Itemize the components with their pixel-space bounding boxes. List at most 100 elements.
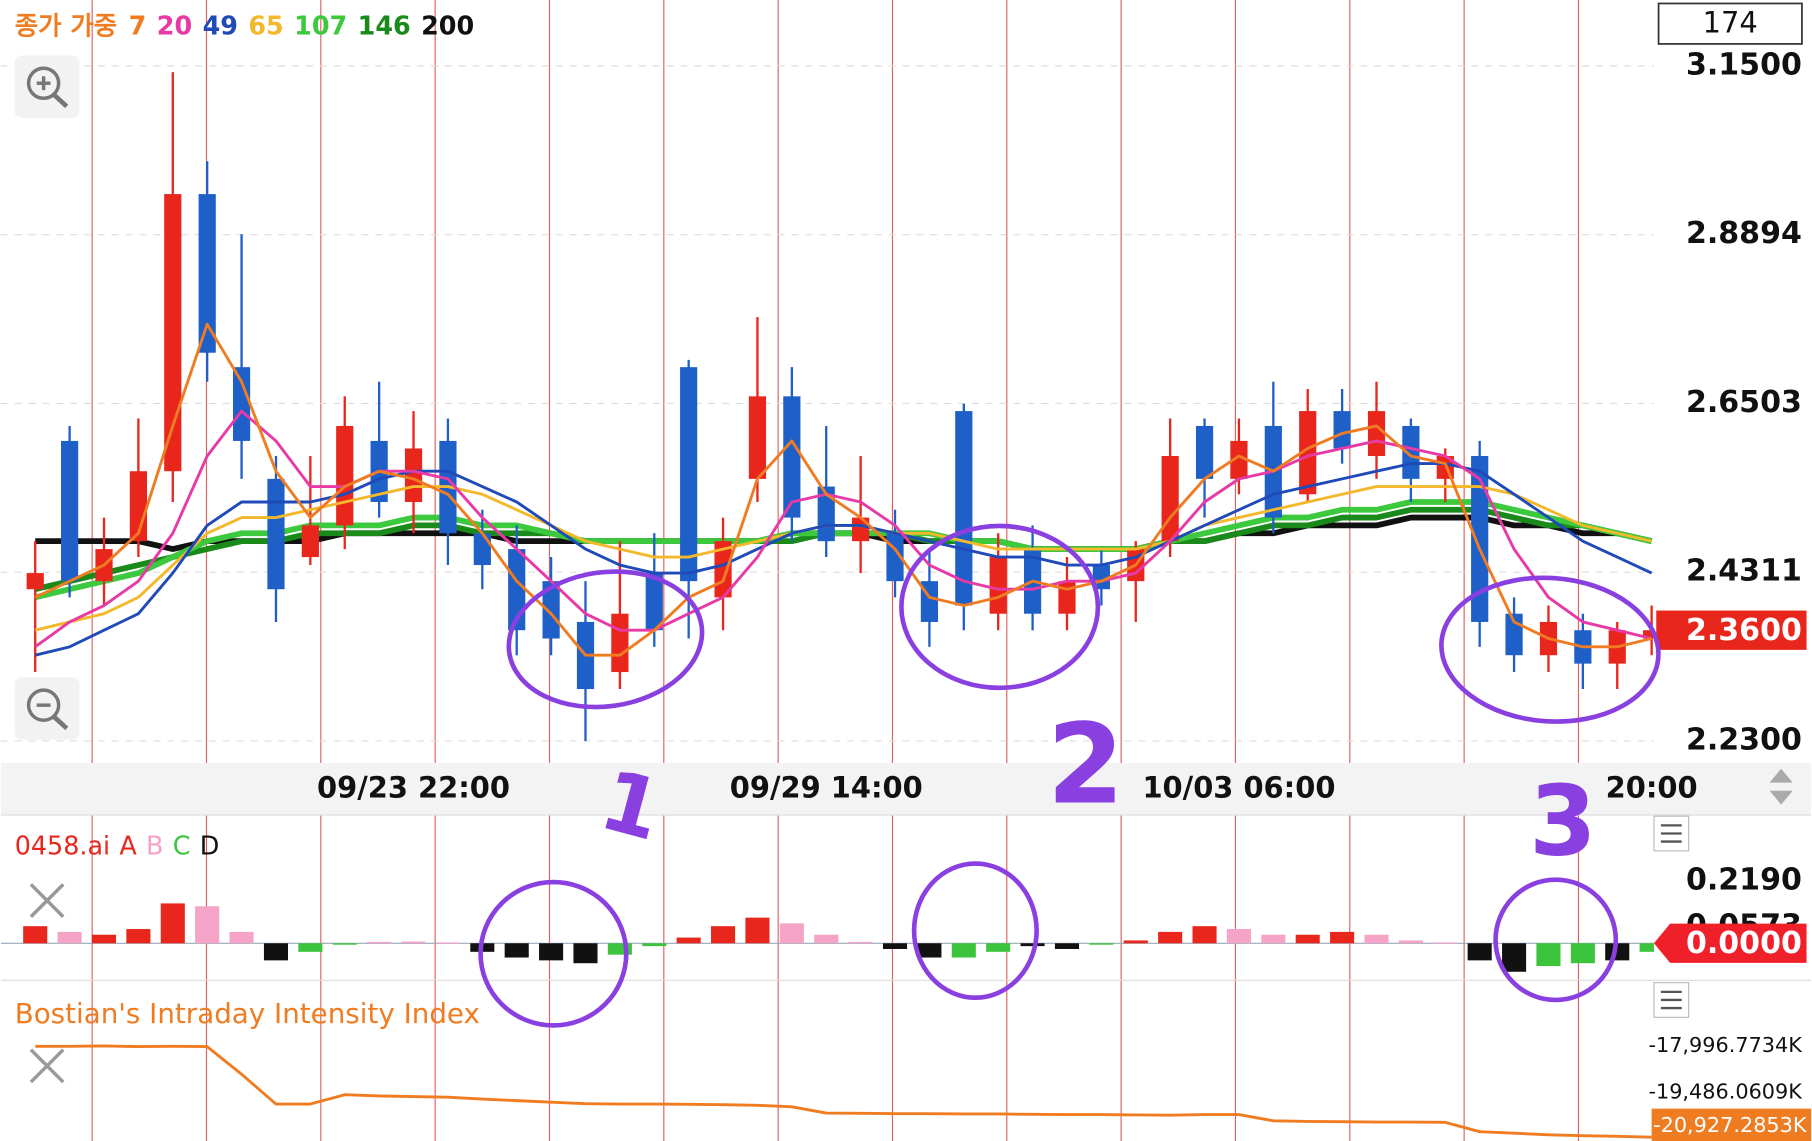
candle-body: [1230, 440, 1248, 479]
candle-body: [26, 573, 44, 590]
candle-body: [301, 525, 319, 558]
zoom-out[interactable]: [14, 677, 80, 740]
histogram-bar: [1158, 931, 1183, 944]
legend: 종가 가중 7 20 49 65 107 146 200: [15, 11, 475, 41]
grid: [0, 65, 1654, 742]
legend-entry: 49: [203, 11, 238, 41]
histogram-bar: [229, 931, 254, 944]
x-tick-label: 09/23 22:00: [317, 771, 510, 805]
counter-box: [1657, 2, 1803, 45]
zoom-in[interactable]: [14, 55, 80, 118]
histogram-bar: [1502, 943, 1527, 972]
legend-entry: 107: [294, 11, 347, 41]
histogram-bar: [1295, 934, 1320, 944]
histogram-bar: [1054, 943, 1080, 949]
histogram-bar: [57, 931, 82, 944]
candle-body: [1161, 456, 1179, 542]
histogram-bar: [504, 943, 529, 958]
histogram-bar: [263, 943, 289, 961]
y-tick-label: 2.2300: [1686, 722, 1802, 757]
histogram-bar: [1398, 940, 1423, 944]
histogram-bar: [539, 943, 564, 961]
candle-body: [645, 573, 663, 631]
bii-plot: [35, 1044, 1652, 1139]
x-tick-label: 09/29 14:00: [730, 771, 923, 805]
candle-body: [955, 411, 973, 606]
value-tag-label: -20,927.2853K: [1653, 1113, 1808, 1137]
candle-body: [1299, 411, 1317, 495]
legend-entry: 146: [358, 11, 411, 41]
histogram-bar: [745, 917, 770, 944]
legend-entry: 20: [157, 11, 192, 41]
indicator-title: Bostian's Intraday Intensity Index: [15, 997, 480, 1030]
indicator-plot: [0, 903, 1654, 972]
histogram-bar: [607, 943, 632, 955]
candle-body: [852, 517, 870, 542]
histogram-bar: [91, 934, 117, 944]
histogram-bar: [435, 942, 460, 944]
histogram-bar: [401, 941, 426, 944]
y-tick-label: 2.6503: [1686, 385, 1802, 420]
y-tick-label: 3.1500: [1686, 47, 1802, 82]
x-tick-label: 20:00: [1606, 771, 1698, 805]
legend-entry: 65: [248, 11, 283, 41]
menu-button[interactable]: [1653, 982, 1690, 1018]
histogram-bar: [332, 943, 357, 945]
histogram-bar: [160, 903, 185, 944]
histogram-bar: [1123, 940, 1148, 944]
price-plot: [26, 72, 1654, 741]
histogram-bar: [642, 943, 667, 947]
candle-body: [1471, 456, 1489, 622]
histogram-bar: [814, 934, 839, 944]
y-tick-label: -17,996.7734K: [1648, 1033, 1803, 1057]
candle-body: [611, 613, 629, 673]
legend-entry: 7: [129, 11, 147, 41]
moving-average: [34, 462, 1653, 657]
histogram-bar: [1364, 934, 1389, 944]
moving-average: [34, 409, 1652, 649]
candle-body: [1367, 411, 1386, 457]
x-tick-label: 10/03 06:00: [1142, 771, 1335, 805]
candle-body: [1333, 411, 1351, 449]
histogram-bar: [573, 943, 598, 964]
moving-average: [34, 322, 1652, 657]
candle-body: [1195, 425, 1214, 479]
indicator-title: 0458.ai: [15, 830, 110, 860]
close-indicator[interactable]: [29, 883, 65, 918]
legend-title: 종가 가중: [15, 11, 117, 41]
histogram-bar: [779, 923, 804, 944]
axes: 2.2300 2.4311 2.6503 2.8894 3.1500 09/23 22:0…: [317, 47, 1812, 1141]
histogram-bar: [126, 929, 151, 944]
candle-body: [1058, 581, 1076, 614]
histogram-bar: [882, 943, 908, 949]
legend-entry: C: [173, 830, 191, 860]
histogram-bar: [195, 906, 220, 944]
histogram-bar: [1605, 943, 1630, 961]
bii-line: [35, 1044, 1652, 1139]
histogram-bar: [951, 943, 976, 958]
histogram-bar: [1261, 934, 1286, 944]
histogram-bar: [1536, 943, 1561, 967]
x-axis-band: [0, 762, 1812, 815]
histogram-bar: [1226, 929, 1251, 944]
candle-body: [198, 194, 216, 353]
close-indicator[interactable]: [29, 1048, 65, 1084]
legend-entry: B: [146, 830, 163, 860]
annotation: 2: [1047, 700, 1124, 829]
y-tick-label: 2.4311: [1686, 554, 1802, 589]
candle-body: [267, 478, 285, 590]
candle-body: [164, 194, 182, 472]
menu-button[interactable]: [1653, 815, 1690, 852]
histogram-bar: [1467, 943, 1492, 961]
candle-body: [61, 440, 79, 582]
histogram-bar: [917, 943, 942, 958]
histogram-bar: [298, 943, 323, 952]
value-tag-label: 0.0000: [1686, 926, 1802, 961]
histogram-bar: [986, 943, 1011, 952]
histogram-bar: [1330, 931, 1355, 944]
price-tag-label: 2.3600: [1686, 613, 1802, 648]
price-tag: [1656, 610, 1807, 650]
scroll-arrows[interactable]: [1769, 768, 1793, 805]
